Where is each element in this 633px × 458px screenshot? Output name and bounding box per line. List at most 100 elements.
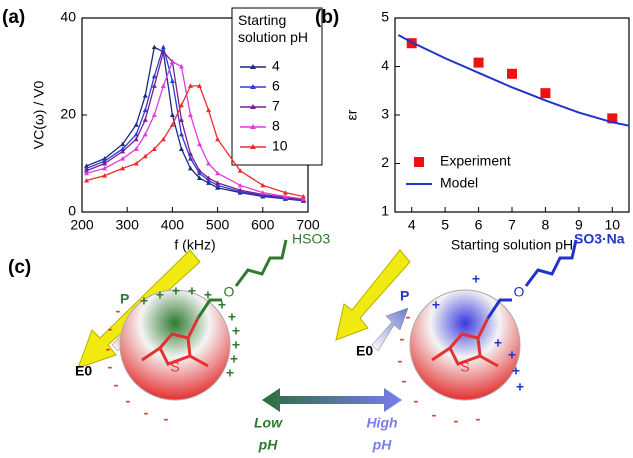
marker <box>206 177 212 183</box>
marker <box>282 190 288 195</box>
x-tick-label: 700 <box>296 217 320 233</box>
plot-frame <box>394 17 630 213</box>
marker <box>120 165 126 171</box>
y-tick-label: 5 <box>381 9 389 25</box>
legend-marker <box>250 144 256 149</box>
charge-plus: + <box>472 271 480 287</box>
marker <box>102 161 108 166</box>
legend-title: Starting solution pH <box>238 12 309 45</box>
marker <box>151 83 157 88</box>
marker <box>169 78 175 84</box>
sulfur: S <box>170 359 179 375</box>
oxygen: O <box>514 284 525 300</box>
x-tick-label: 200 <box>70 217 94 233</box>
marker <box>206 107 212 113</box>
y-tick-label: 2 <box>381 154 389 170</box>
field-label: E0 <box>75 363 92 379</box>
marker <box>120 141 126 147</box>
x-tick-label: 7 <box>508 217 516 233</box>
legend-label: Model <box>440 175 478 191</box>
molecule-sphere <box>119 289 231 401</box>
oxygen: O <box>224 284 235 300</box>
marker <box>197 83 203 88</box>
condition: Low <box>254 415 283 431</box>
marker <box>120 148 126 154</box>
x-tick-label: 8 <box>542 217 550 233</box>
charge-plus: + <box>156 287 164 303</box>
data-point <box>507 68 517 79</box>
legend-label: 4 <box>272 58 280 74</box>
charge-minus: - <box>114 377 119 393</box>
marker <box>151 73 157 79</box>
charge-minus: - <box>108 359 113 375</box>
marker <box>151 112 157 117</box>
y-tick-label: 4 <box>381 57 389 73</box>
charge-plus: + <box>226 365 234 381</box>
x-tick-label: 600 <box>251 217 275 233</box>
charge-plus: + <box>512 363 520 379</box>
y-tick-label: 1 <box>381 203 389 219</box>
marker <box>142 153 148 159</box>
charge-plus: + <box>508 347 516 363</box>
charge-minus: - <box>400 331 405 347</box>
data-point <box>540 88 551 99</box>
marker <box>151 146 157 151</box>
charge-minus: - <box>406 309 411 325</box>
marker <box>151 44 157 50</box>
marker <box>142 93 148 98</box>
bonds <box>431 317 499 368</box>
sulfur: S <box>460 359 469 375</box>
marker <box>197 170 203 176</box>
marker <box>237 182 243 188</box>
marker <box>237 187 243 193</box>
marker <box>133 122 139 127</box>
marker <box>178 131 184 137</box>
charge-plus: + <box>230 351 238 367</box>
molecule-sphere <box>409 289 521 401</box>
charge-plus: + <box>204 287 212 303</box>
marker <box>160 136 166 142</box>
x-axis-label: Starting solution pH <box>451 237 573 253</box>
panel-label: (c) <box>8 257 31 278</box>
marker <box>142 117 148 122</box>
x-tick-label: 5 <box>441 217 449 233</box>
marker <box>260 182 266 188</box>
charge-plus: + <box>140 293 148 309</box>
model-line <box>397 34 630 127</box>
marker <box>215 170 221 176</box>
charge-plus: + <box>228 309 236 325</box>
diagram: (c) P E0 O S HSO3 P E0 O S SO3·Na Low pH… <box>8 231 625 453</box>
charge-minus: - <box>126 393 131 409</box>
charge-minus: - <box>144 405 149 421</box>
x-tick-label: 400 <box>161 217 185 233</box>
marker <box>215 136 221 142</box>
charge-minus: - <box>402 373 407 389</box>
legend-label: 7 <box>272 98 280 114</box>
field-label: E0 <box>356 343 373 359</box>
condition: pH <box>372 437 393 453</box>
panel-label: (b) <box>315 7 339 28</box>
marker <box>206 175 212 181</box>
marker <box>160 83 166 88</box>
marker <box>187 156 193 161</box>
marker <box>102 165 108 171</box>
marker <box>84 165 90 171</box>
polarization-label: P <box>120 291 129 307</box>
charge-plus: + <box>218 297 226 313</box>
marker <box>169 122 175 127</box>
marker <box>197 141 203 147</box>
charge-plus: + <box>232 323 240 339</box>
x-tick-label: 300 <box>116 217 140 233</box>
field-arrow <box>335 249 411 341</box>
group-label: HSO3 <box>292 231 330 247</box>
charge-minus: - <box>432 407 437 423</box>
marker <box>84 170 90 176</box>
marker <box>178 102 184 108</box>
charge-minus: - <box>454 413 459 429</box>
marker <box>187 151 193 156</box>
group-label: SO3·Na <box>574 231 625 247</box>
condition: High <box>366 415 397 431</box>
polarization-label: P <box>400 288 409 304</box>
legend-marker <box>250 104 256 109</box>
